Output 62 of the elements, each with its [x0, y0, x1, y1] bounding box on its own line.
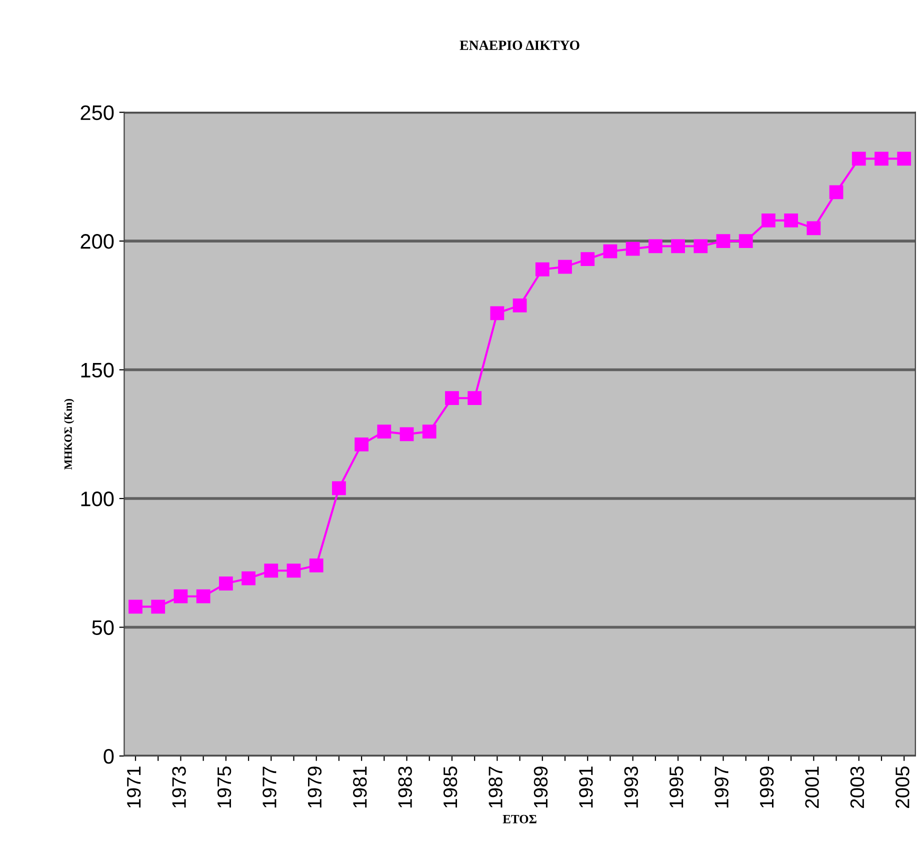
- y-tick-label: 150: [81, 362, 114, 378]
- point: [174, 589, 188, 604]
- x-tick-label: 2001: [805, 766, 819, 808]
- point: [535, 262, 550, 276]
- point: [512, 298, 527, 312]
- x-tick-label: 1971: [126, 766, 141, 808]
- point: [445, 391, 459, 406]
- point: [897, 152, 912, 166]
- x-tick-label: 1983: [398, 766, 412, 808]
- point: [874, 152, 888, 166]
- chart-title: ΕΝΑΕΡΙΟ ΔΙΚΤΥΟ: [460, 40, 580, 50]
- x-tick-label: 1979: [308, 766, 322, 808]
- x-tick-label: 1989: [534, 766, 548, 808]
- x-tick-label: 1987: [488, 766, 502, 808]
- point: [377, 424, 392, 439]
- x-tick-label: 1977: [262, 766, 276, 808]
- point: [671, 239, 685, 254]
- point: [558, 260, 572, 274]
- point: [716, 234, 730, 248]
- point: [762, 214, 776, 228]
- x-tick-label: 1991: [579, 766, 593, 808]
- point: [218, 576, 233, 590]
- point: [196, 589, 210, 604]
- point: [580, 252, 595, 266]
- point: [829, 185, 844, 200]
- x-tick-label: 1975: [217, 766, 232, 808]
- point: [422, 424, 436, 439]
- point: [332, 481, 346, 496]
- point: [603, 244, 618, 258]
- point: [242, 571, 256, 586]
- x-tick-label: 1993: [624, 766, 638, 808]
- y-tick-label: 50: [92, 620, 114, 636]
- point: [852, 152, 866, 166]
- y-tick-label: 0: [104, 749, 114, 764]
- point: [264, 564, 278, 578]
- x-tick-label: 1997: [714, 766, 728, 808]
- x-tick-label: 1973: [172, 766, 186, 808]
- point: [806, 221, 821, 236]
- point: [354, 438, 369, 452]
- x-axis-title: ΕΤΟΣ: [502, 814, 536, 824]
- x-tick-label: 1995: [669, 766, 684, 808]
- point: [309, 558, 324, 572]
- x-tick-label: 1981: [353, 766, 367, 808]
- point: [648, 239, 662, 254]
- point: [784, 214, 798, 228]
- point: [626, 242, 640, 256]
- x-tick-label: 1985: [443, 766, 458, 808]
- x-tick-label: 1999: [760, 766, 774, 808]
- x-tick-label: 2005: [896, 766, 910, 808]
- y-tick-label: 100: [81, 492, 114, 506]
- point: [400, 427, 414, 442]
- y-axis-title: ΜΗΚΟΣ (Km): [64, 399, 74, 470]
- point: [151, 600, 166, 614]
- point: [694, 239, 708, 254]
- point: [490, 306, 504, 320]
- y-tick-label: 250: [80, 105, 114, 120]
- point: [468, 391, 482, 406]
- y-tick-label: 200: [80, 234, 114, 249]
- point: [738, 234, 753, 248]
- x-tick-label: 2003: [850, 766, 864, 808]
- point: [128, 600, 142, 614]
- point: [286, 564, 301, 578]
